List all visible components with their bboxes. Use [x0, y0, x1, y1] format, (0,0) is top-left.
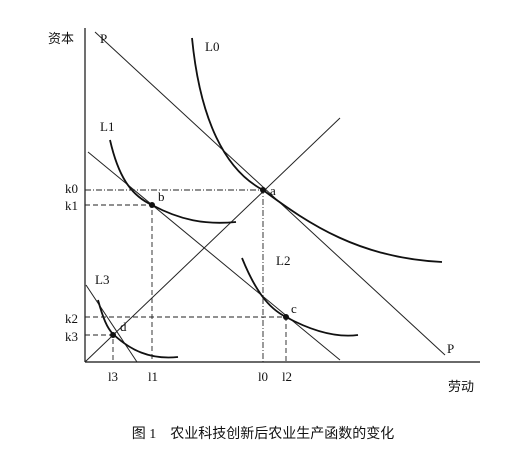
y-tick-label: k3 [65, 329, 78, 344]
y-tick-label: k0 [65, 181, 78, 196]
point-label: a [270, 183, 276, 198]
y-tick-label: k1 [65, 198, 78, 213]
y-axis-label: 资本 [48, 31, 74, 46]
point-c [283, 314, 289, 320]
guide-c [85, 316, 287, 362]
isoquant-l1 [109, 139, 237, 224]
curve-label: L3 [95, 272, 109, 287]
line-label: P [100, 31, 107, 46]
caption: 图 1 农业科技创新后农业生产函数的变化 [132, 426, 395, 442]
point-label: c [291, 301, 297, 316]
y-tick-label: k2 [65, 311, 78, 326]
point-a [260, 187, 266, 193]
point-label: b [158, 189, 165, 204]
x-tick-label: l2 [282, 369, 292, 384]
curve-label: L2 [276, 253, 290, 268]
line-label: P [447, 341, 454, 356]
point-b [149, 202, 155, 208]
budget-line-3 [85, 284, 138, 363]
isoquant-l0 [191, 37, 443, 263]
curve-label: L1 [100, 119, 114, 134]
x-axis-label: 劳动 [448, 379, 474, 394]
isoquant-l2 [241, 257, 359, 337]
budget-line-p [94, 31, 446, 356]
x-tick-label: l3 [108, 369, 118, 384]
point-label: d [120, 319, 127, 334]
expansion-ray [84, 117, 341, 363]
curve-label: L0 [205, 39, 219, 54]
x-tick-label: l1 [148, 369, 158, 384]
x-tick-label: l0 [258, 369, 268, 384]
isoquant-l3 [97, 299, 179, 359]
point-d [110, 332, 116, 338]
